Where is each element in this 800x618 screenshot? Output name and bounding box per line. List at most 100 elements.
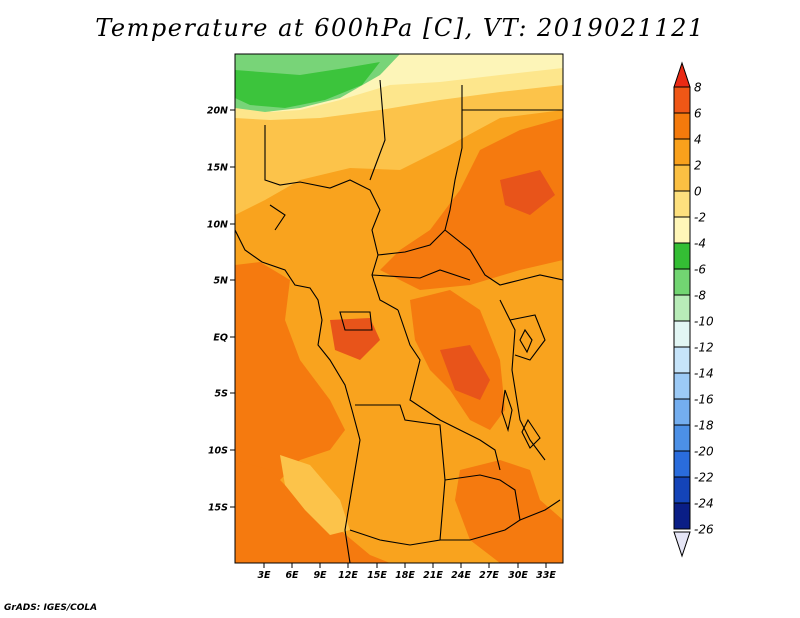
lake-outline — [519, 328, 533, 354]
field-hot-spot-3 — [500, 170, 555, 215]
colorbar-label: -20 — [694, 445, 714, 459]
border-line — [440, 474, 521, 541]
lon-tick-12e: 12E — [338, 563, 358, 581]
colorbar-box — [673, 320, 691, 348]
colorbar-label: 6 — [694, 107, 702, 121]
colorbar-box — [673, 190, 691, 218]
colorbar-box — [673, 450, 691, 478]
colorbar: 8 6 4 2 0 -2 -4 -6 -8 -10 -12 -14 -16 -1… — [673, 61, 714, 558]
lon-tick-6e: 6E — [285, 563, 299, 581]
lon-label: 15E — [367, 570, 387, 581]
longitude-axis: 3E 6E 9E 12E 15E 18E 21E 24E — [257, 563, 556, 581]
coastline — [235, 229, 361, 563]
field-light-southwest — [280, 455, 350, 535]
lon-label: 18E — [395, 570, 415, 581]
colorbar-box — [673, 164, 691, 192]
lon-tick-18e: 18E — [395, 563, 415, 581]
colorbar-box — [673, 268, 691, 296]
border-line — [339, 311, 373, 331]
lake-outline — [521, 418, 541, 449]
field-warm-ne — [380, 118, 563, 290]
lon-tick-9e: 9E — [313, 563, 327, 581]
colorbar-label: 4 — [694, 133, 702, 147]
colorbar-box — [673, 424, 691, 452]
lat-label: EQ — [213, 333, 228, 344]
country-borders — [235, 79, 563, 563]
colorbar-box — [673, 398, 691, 426]
colorbar-top-arrow — [673, 61, 691, 88]
field-warm-southeast — [455, 460, 563, 563]
lat-tick-15s: 15S — [208, 503, 235, 514]
colorbar-boxes — [673, 86, 691, 530]
lon-label: 30E — [508, 570, 528, 581]
colorbar-label: -10 — [694, 315, 714, 329]
border-line — [371, 269, 471, 281]
lon-tick-3e: 3E — [257, 563, 271, 581]
colorbar-label: -6 — [694, 263, 706, 277]
colorbar-label: -4 — [694, 237, 706, 251]
chart-title: Temperature at 600hPa [C], VT: 201902112… — [95, 14, 705, 42]
colorbar-box — [673, 112, 691, 140]
colorbar-label: -8 — [694, 289, 706, 303]
lat-label: 20N — [207, 106, 228, 117]
colorbar-box — [673, 242, 691, 270]
lon-tick-15e: 15E — [367, 563, 387, 581]
lat-tick-20n: 20N — [207, 106, 235, 117]
field-hot-spot-1 — [330, 318, 380, 360]
lon-label: 24E — [451, 570, 471, 581]
colorbar-label: -26 — [694, 523, 714, 537]
colorbar-bottom-arrow — [673, 531, 691, 558]
lon-tick-27e: 27E — [479, 563, 499, 581]
colorbar-box — [673, 372, 691, 400]
lat-label: 10S — [208, 446, 228, 457]
lon-tick-24e: 24E — [451, 563, 471, 581]
colorbar-label: -14 — [694, 367, 714, 381]
field-hot-spot-2 — [440, 345, 490, 400]
latitude-axis: 20N 15N 10N 5N EQ 5S 10S 15S — [207, 106, 235, 514]
colorbar-label: 0 — [694, 185, 702, 199]
lat-tick-10s: 10S — [208, 446, 235, 457]
grads-credit: GrADS: IGES/COLA — [4, 603, 98, 613]
colorbar-box — [673, 346, 691, 374]
colorbar-label: -12 — [694, 341, 714, 355]
colorbar-label: -22 — [694, 471, 714, 485]
lon-label: 9E — [313, 570, 327, 581]
temperature-field — [235, 54, 563, 563]
colorbar-box — [673, 86, 691, 114]
field-green-inner — [235, 62, 380, 108]
lat-tick-5s: 5S — [215, 389, 235, 400]
lat-tick-15n: 15N — [207, 163, 235, 174]
colorbar-box — [673, 216, 691, 244]
colorbar-box — [673, 294, 691, 322]
border-line — [397, 309, 501, 471]
lon-label: 33E — [536, 570, 556, 581]
colorbar-label: 2 — [694, 159, 702, 173]
lat-tick-eq: EQ — [213, 333, 235, 344]
lon-label: 12E — [338, 570, 358, 581]
lat-label: 5N — [213, 276, 228, 287]
lon-label: 27E — [479, 570, 499, 581]
border-line — [519, 499, 561, 521]
colorbar-label: -18 — [694, 419, 714, 433]
colorbar-label: -16 — [694, 393, 714, 407]
colorbar-label: -2 — [694, 211, 706, 225]
lake-outline — [501, 389, 513, 433]
border-line — [369, 79, 386, 181]
lat-tick-5n: 5N — [213, 276, 235, 287]
lon-tick-33e: 33E — [536, 563, 556, 581]
lon-label: 3E — [257, 570, 271, 581]
map-frame — [234, 53, 564, 564]
lon-label: 21E — [423, 570, 443, 581]
colorbar-box — [673, 502, 691, 530]
border-line — [499, 299, 546, 461]
border-line — [269, 204, 286, 231]
colorbar-label: -24 — [694, 497, 714, 511]
colorbar-box — [673, 138, 691, 166]
border-line — [444, 229, 563, 286]
colorbar-box — [673, 476, 691, 504]
lat-label: 10N — [207, 220, 228, 231]
lat-label: 15S — [208, 503, 228, 514]
lat-label: 15N — [207, 163, 228, 174]
lat-label: 5S — [215, 389, 229, 400]
